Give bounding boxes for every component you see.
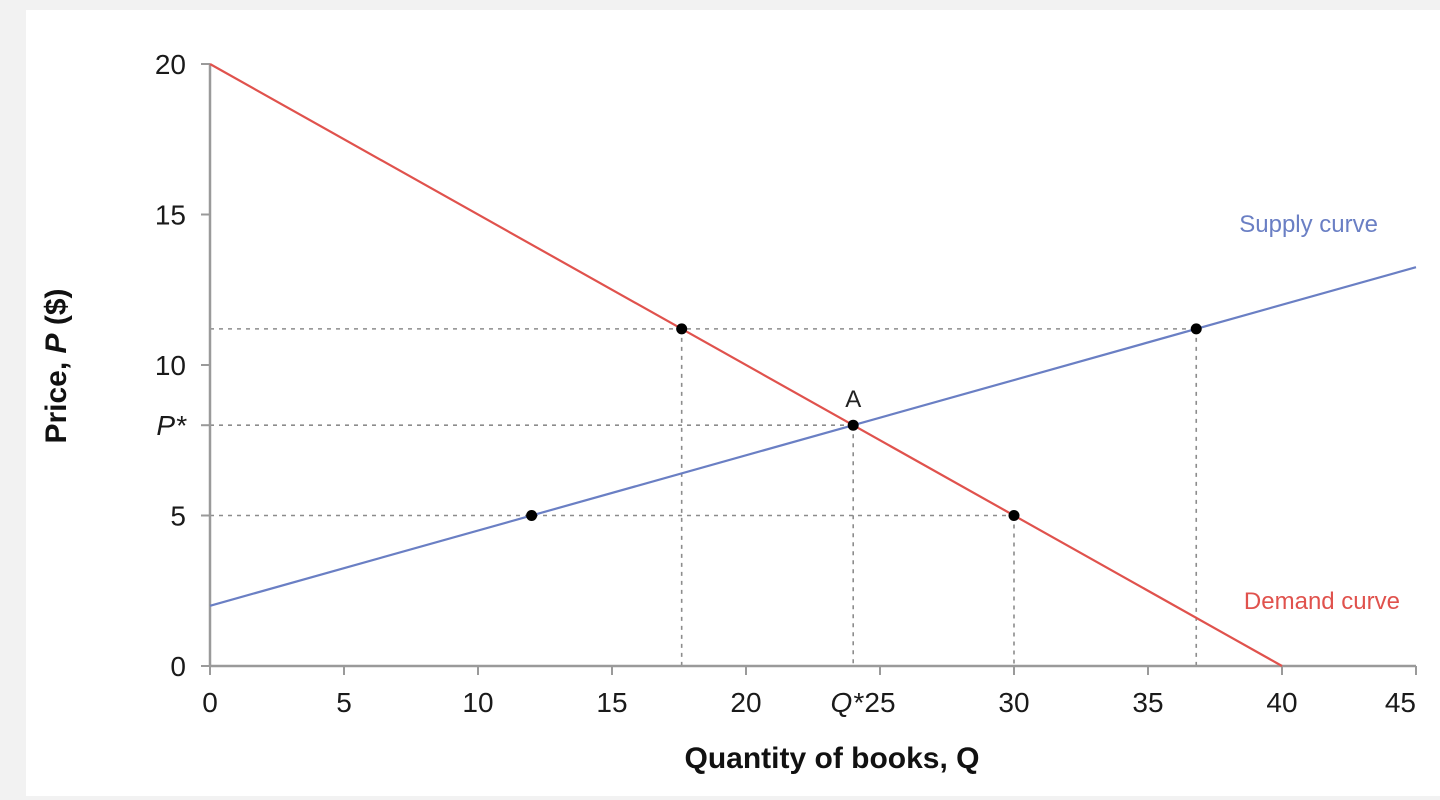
y-tick-label: 20 <box>155 49 186 80</box>
x-tick-label: 5 <box>336 687 352 718</box>
data-point-1 <box>1190 323 1202 335</box>
guide-lines <box>210 328 1198 666</box>
y-tick-label: 15 <box>155 200 186 231</box>
x-tick-label: 30 <box>998 687 1029 718</box>
supply-demand-chart: 0 5 10 15 20 25 30 35 40 45 0 5 10 15 20 Q* P* A Supply … <box>40 49 1417 775</box>
x-tick-label: 20 <box>730 687 761 718</box>
demand-curve-line <box>209 63 1283 667</box>
x-tick-label: 0 <box>202 687 218 718</box>
q-star-tick-label: Q* <box>831 687 865 718</box>
data-point-4 <box>1008 510 1020 521</box>
data-point-3 <box>526 510 538 521</box>
x-tick-label: 15 <box>596 687 627 718</box>
series-lines <box>209 63 1417 667</box>
y-tick-label: 5 <box>170 501 186 532</box>
x-axis-title: Quantity of books, Q <box>684 742 979 775</box>
data-points: A <box>526 323 1202 521</box>
y-axis-title-suffix: ($) <box>40 288 73 333</box>
supply-curve-label: Supply curve <box>1239 211 1378 238</box>
y-tick-label: 0 <box>170 651 186 682</box>
point-label-a: A <box>845 386 861 413</box>
axes <box>208 64 1416 668</box>
x-tick-label: 10 <box>462 687 493 718</box>
y-axis-title: Price, P ($) <box>40 288 73 443</box>
x-tick-label: 45 <box>1385 687 1416 718</box>
data-point-0 <box>676 323 688 335</box>
ticks: 0 5 10 15 20 25 30 35 40 45 0 5 10 15 20 Q* P* <box>155 49 1417 718</box>
chart-frame: 0 5 10 15 20 25 30 35 40 45 0 5 10 15 20 Q* P* A Supply … <box>26 10 1440 796</box>
x-tick-label: 35 <box>1132 687 1163 718</box>
x-tick-label: 40 <box>1266 687 1297 718</box>
demand-curve-label: Demand curve <box>1244 588 1400 615</box>
y-tick-label: 10 <box>155 350 186 381</box>
supply-curve-line <box>209 266 1417 607</box>
y-axis-title-var: P <box>40 332 73 353</box>
x-tick-label: 25 <box>864 687 895 718</box>
y-axis-title-prefix: Price, <box>40 353 73 443</box>
data-point-2 <box>847 419 859 431</box>
p-star-tick-label: P* <box>156 410 187 441</box>
